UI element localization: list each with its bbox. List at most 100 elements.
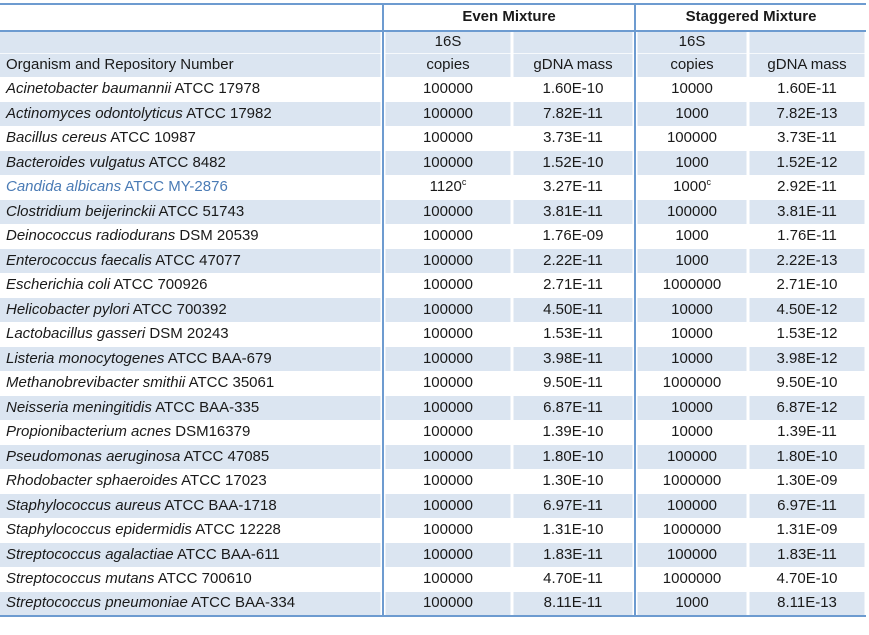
table-row: Streptococcus pneumoniae ATCC BAA-334 100… <box>0 591 866 617</box>
even-copies-value: 100000 <box>382 567 512 592</box>
organism-species-name: Lactobacillus gasseri <box>6 325 146 342</box>
stag-copies-value: 1000000 <box>634 567 748 592</box>
organism-species-name: Deinococcus radiodurans <box>6 227 176 244</box>
stag-gdna-value: 6.87E-12 <box>748 395 866 420</box>
even-copies-value: 1120c <box>382 175 512 200</box>
even-gdna-value: 4.50E-11 <box>512 297 635 322</box>
stag-copies-value: 10000 <box>634 77 748 102</box>
stag-copies-value: 10000 <box>634 346 748 371</box>
stag-copies-value: 100000 <box>634 199 748 224</box>
even-gdna-value: 3.98E-11 <box>512 346 635 371</box>
even-copies-value: 100000 <box>382 126 512 151</box>
stag-copies-value: 1000 <box>634 150 748 175</box>
organism-species-name: Streptococcus pneumoniae <box>6 594 188 611</box>
staggered-gdna-header: gDNA mass <box>748 53 866 77</box>
stag-gdna-value: 7.82E-13 <box>748 101 866 126</box>
mock-community-table: Even Mixture Staggered Mixture 16S 16S O… <box>0 3 866 617</box>
repository-number: ATCC 700392 <box>129 300 227 318</box>
stag-gdna-value: 3.81E-11 <box>748 199 866 224</box>
table-row: Bacteroides vulgatus ATCC 8482 100000 1.52… <box>0 150 866 175</box>
group-header-row: Even Mixture Staggered Mixture <box>0 3 866 32</box>
table-row: Escherichia coli ATCC 700926 100000 2.71E-… <box>0 273 866 298</box>
organism-cell: Candida albicans ATCC MY-2876 <box>0 175 383 200</box>
table-row: Listeria monocytogenes ATCC BAA-679 10000… <box>0 346 866 371</box>
even-gdna-value: 1.60E-10 <box>542 80 604 97</box>
repository-number: ATCC MY-2876 <box>121 178 228 195</box>
organism-cell: Staphylococcus epidermidis ATCC 12228 <box>0 518 383 543</box>
even-gdna-value: 2.71E-11 <box>543 276 603 293</box>
repository-number: ATCC BAA-1718 <box>161 496 277 514</box>
even-gdna-value: 1.53E-11 <box>543 325 603 342</box>
organism-cell: Listeria monocytogenes ATCC BAA-679 <box>0 346 383 371</box>
even-copies-value: 100000 <box>382 199 512 224</box>
stag-gdna-value: 1.31E-09 <box>776 521 838 538</box>
stag-gdna-value: 1.60E-11 <box>777 80 837 97</box>
stag-copies-value: 10000 <box>634 420 748 445</box>
even-copies-value: 100000 <box>382 346 512 371</box>
table-row: Enterococcus faecalis ATCC 47077 100000 2.… <box>0 248 866 273</box>
stag-gdna-value: 8.11E-13 <box>748 591 866 617</box>
stag-copies-value: 100000 <box>634 126 748 151</box>
organism-species-name: Candida albicans <box>6 178 122 195</box>
stag-copies-value: 1000 <box>634 248 748 273</box>
stag-gdna-value: 2.92E-11 <box>777 178 837 195</box>
stag-gdna-value: 2.71E-10 <box>776 276 838 293</box>
organism-cell: Staphylococcus aureus ATCC BAA-1718 <box>0 493 383 518</box>
repository-number: DSM16379 <box>171 423 251 440</box>
even-copies-value: 100000 <box>382 248 512 273</box>
organism-species-name: Streptococcus agalactiae <box>6 545 174 563</box>
stag-gdna-value: 1.53E-12 <box>776 325 838 342</box>
organism-species-name: Enterococcus faecalis <box>6 251 152 269</box>
even-gdna-value: 1.76E-09 <box>542 227 604 244</box>
organism-cell: Streptococcus agalactiae ATCC BAA-611 <box>0 542 383 567</box>
organism-species-name: Rhodobacter sphaeroides <box>6 472 178 489</box>
stag-copies-value: 100000 <box>634 444 748 469</box>
organism-cell: Acinetobacter baumannii ATCC 17978 <box>0 77 383 102</box>
repository-number: ATCC 17982 <box>182 104 272 122</box>
organism-cell: Bacillus cereus ATCC 10987 <box>0 126 383 151</box>
group-header-staggered-mixture: Staggered Mixture <box>634 3 866 32</box>
organism-species-name: Listeria monocytogenes <box>6 349 165 367</box>
even-gdna-value: 7.82E-11 <box>512 101 635 126</box>
table-row: Pseudomonas aeruginosa ATCC 47085 100000 1… <box>0 444 866 469</box>
stag-copies-value: 1000 <box>634 224 748 249</box>
organism-species-name: Actinomyces odontolyticus <box>6 104 183 122</box>
organism-cell: Pseudomonas aeruginosa ATCC 47085 <box>0 444 383 469</box>
table-row: Neisseria meningitidis ATCC BAA-335 10000… <box>0 395 866 420</box>
even-gdna-value: 1.30E-10 <box>542 472 604 489</box>
stag-copies-value: 10000 <box>634 322 748 347</box>
stag-copies-value: 100000 <box>634 542 748 567</box>
even-copies-value: 100000 <box>382 518 512 543</box>
staggered-copies-header: copies <box>634 53 748 77</box>
table-row: Actinomyces odontolyticus ATCC 17982 1000… <box>0 101 866 126</box>
even-gdna-value: 6.97E-11 <box>512 493 635 518</box>
subheader-row-columns: Organism and Repository Number copies gD… <box>0 53 866 77</box>
stag-gdna-value: 2.22E-13 <box>748 248 866 273</box>
subheader-row-16s: 16S 16S <box>0 31 866 54</box>
stag-copies-value: 1000000 <box>634 273 748 298</box>
organism-cell: Deinococcus radiodurans DSM 20539 <box>0 224 383 249</box>
stag-gdna-value: 3.98E-12 <box>748 346 866 371</box>
subheader-blank <box>0 31 383 54</box>
repository-number: ATCC 12228 <box>191 521 281 538</box>
table-row: Candida albicans ATCC MY-2876 1120c 3.27E-… <box>0 175 866 200</box>
group-header-blank <box>0 3 383 32</box>
even-16s-label: 16S <box>382 31 512 54</box>
repository-number: ATCC 700926 <box>110 276 208 293</box>
organism-species-name: Escherichia coli <box>6 276 111 293</box>
table-row: Deinococcus radiodurans DSM 20539 100000 1… <box>0 224 866 249</box>
even-gdna-header: gDNA mass <box>512 53 635 77</box>
organism-cell: Lactobacillus gasseri DSM 20243 <box>0 322 383 347</box>
stag-gdna-value: 1.76E-11 <box>777 227 837 244</box>
even-copies-value: 100000 <box>382 150 512 175</box>
even-gdna-value: 1.83E-11 <box>512 542 635 567</box>
organism-species-name: Pseudomonas aeruginosa <box>6 447 181 465</box>
table-row: Staphylococcus epidermidis ATCC 12228 100… <box>0 518 866 543</box>
stag-copies-value: 1000000 <box>634 469 748 494</box>
even-gdna-value: 4.70E-11 <box>543 570 603 587</box>
stag-copies-value: 1000 <box>634 591 748 617</box>
even-copies-value: 100000 <box>382 420 512 445</box>
even-gdna-value: 1.39E-10 <box>542 423 604 440</box>
organism-cell: Rhodobacter sphaeroides ATCC 17023 <box>0 469 383 494</box>
even-copies-header: copies <box>382 53 512 77</box>
